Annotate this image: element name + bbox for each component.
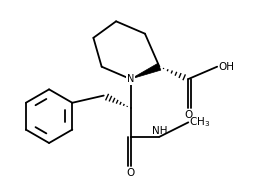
Text: CH$_3$: CH$_3$ <box>189 116 211 129</box>
Text: N: N <box>127 74 134 84</box>
Text: O: O <box>126 168 135 178</box>
Text: O: O <box>184 110 192 120</box>
Text: OH: OH <box>218 62 234 72</box>
Text: NH: NH <box>152 126 167 136</box>
Polygon shape <box>131 63 161 79</box>
